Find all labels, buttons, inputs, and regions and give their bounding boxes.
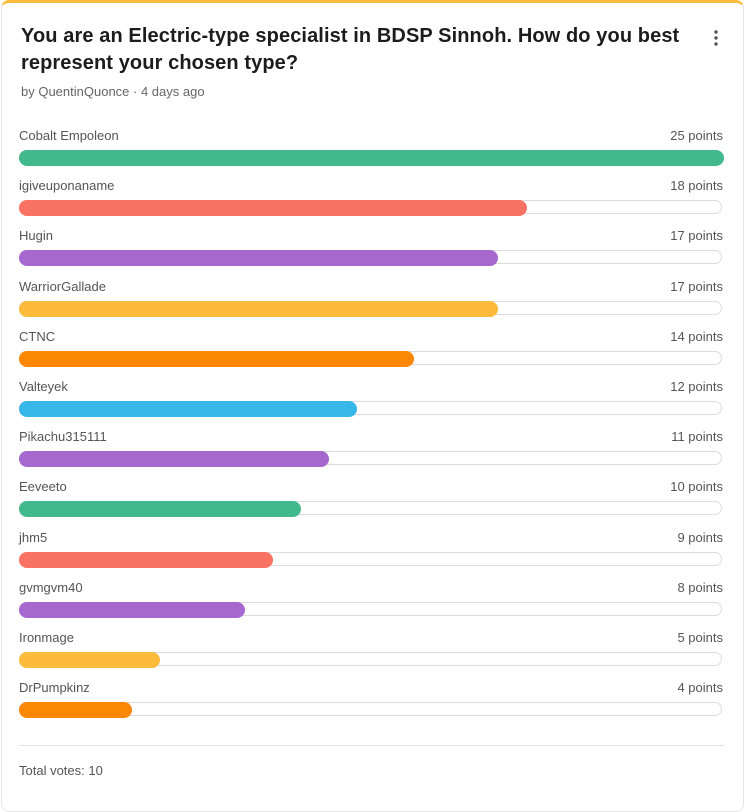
option-progress-fill xyxy=(19,200,527,217)
option-points: 11 points xyxy=(671,429,723,445)
option-progress-fill xyxy=(19,501,301,518)
option-points: 14 points xyxy=(670,328,723,344)
option-label: CTNC xyxy=(19,328,56,344)
option-progress-track xyxy=(19,451,722,468)
poll-options: Cobalt Empoleon 25 points igiveuponaname 18… xyxy=(19,128,724,730)
poll-option[interactable]: igiveuponaname 18 points xyxy=(19,178,724,228)
footer-divider xyxy=(19,745,724,746)
option-label: Cobalt Empoleon xyxy=(19,128,119,143)
option-points: 18 points xyxy=(670,178,723,194)
option-progress-fill xyxy=(19,702,132,719)
poll-option[interactable]: CTNC 14 points xyxy=(19,329,724,379)
option-progress-fill xyxy=(19,651,160,668)
poll-option[interactable]: gvmgvm40 8 points xyxy=(19,580,724,630)
option-label: Pikachu315111 xyxy=(19,429,107,445)
poll-byline: by QuentinQuonce · 4 days ago xyxy=(21,84,205,99)
option-progress-track xyxy=(19,501,722,518)
option-progress-track xyxy=(19,200,722,217)
option-label: Ironmage xyxy=(19,629,74,645)
poll-option[interactable]: jhm5 9 points xyxy=(19,530,724,580)
option-progress-track xyxy=(19,150,724,166)
option-points: 25 points xyxy=(670,128,723,143)
option-progress-track xyxy=(19,551,722,568)
total-votes: Total votes: 10 xyxy=(19,763,103,778)
option-progress-fill xyxy=(19,300,498,317)
poll-option[interactable]: Eeveeto 10 points xyxy=(19,479,724,529)
option-label: Hugin xyxy=(19,228,53,244)
poll-option[interactable]: Valteyek 12 points xyxy=(19,379,724,429)
poll-header: You are an Electric-type specialist in B… xyxy=(21,23,681,99)
option-progress-fill xyxy=(19,150,724,166)
option-label: jhm5 xyxy=(19,529,48,545)
option-progress-track xyxy=(19,651,722,668)
option-progress-fill xyxy=(19,551,273,568)
option-progress-track xyxy=(19,601,722,618)
option-progress-track xyxy=(19,702,722,719)
option-progress-track xyxy=(19,300,722,317)
poll-title: You are an Electric-type specialist in B… xyxy=(21,25,680,74)
option-points: 5 points xyxy=(677,629,723,645)
more-vertical-icon-glyph xyxy=(714,30,718,46)
option-points: 8 points xyxy=(677,579,723,595)
option-points: 17 points xyxy=(670,278,723,294)
poll-option[interactable]: WarriorGallade 17 points xyxy=(19,279,724,329)
poll-option[interactable]: Cobalt Empoleon 25 points xyxy=(19,128,724,178)
option-progress-fill xyxy=(19,601,245,618)
option-progress-fill xyxy=(19,400,357,417)
option-label: DrPumpkinz xyxy=(19,680,90,696)
poll-option[interactable]: Ironmage 5 points xyxy=(19,630,724,680)
option-label: WarriorGallade xyxy=(19,278,106,294)
option-progress-fill xyxy=(19,350,414,367)
option-points: 17 points xyxy=(670,228,723,244)
poll-option[interactable]: Pikachu315111 11 points xyxy=(19,429,724,479)
option-points: 10 points xyxy=(670,479,723,495)
option-progress-fill xyxy=(19,250,498,267)
option-progress-track xyxy=(19,350,722,367)
option-points: 4 points xyxy=(677,680,723,696)
option-progress-fill xyxy=(19,451,329,468)
poll-option[interactable]: Hugin 17 points xyxy=(19,228,724,278)
option-points: 9 points xyxy=(677,529,723,545)
more-vertical-icon[interactable] xyxy=(711,29,721,47)
option-label: igiveuponaname xyxy=(19,178,115,194)
option-progress-track xyxy=(19,400,722,417)
option-progress-track xyxy=(19,250,722,267)
option-label: Eeveeto xyxy=(19,479,67,495)
option-points: 12 points xyxy=(670,378,723,394)
option-label: Valteyek xyxy=(19,378,68,394)
poll-option[interactable]: DrPumpkinz 4 points xyxy=(19,680,724,730)
option-label: gvmgvm40 xyxy=(19,579,83,595)
